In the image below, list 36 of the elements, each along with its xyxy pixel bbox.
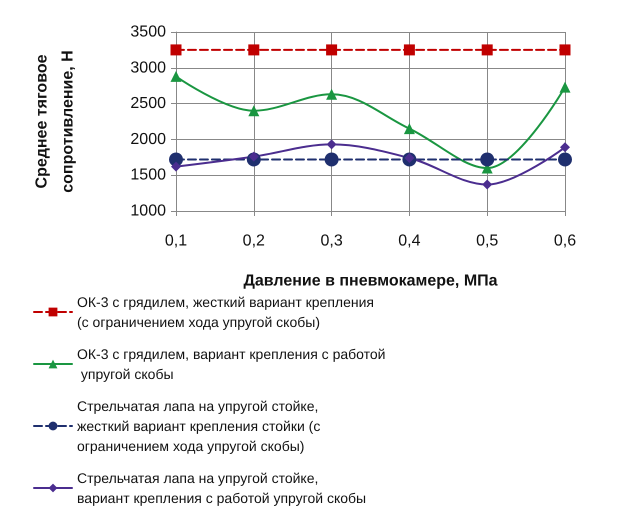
point [326,139,337,150]
legend-label: Стрельчатая лапа на упругой стойке, вариант крепления с работой упругой скобы [77,470,366,506]
y-axis-title: Среднее тяговое сопротивление, Н [34,50,76,193]
point [324,152,339,166]
point [482,180,492,190]
point [248,44,260,56]
x-axis-title: Давление в пневмокамере, МПа [243,272,498,290]
x-tick-label: 0,1 [164,232,188,250]
point [560,82,570,93]
y-tick-label: 2500 [130,95,166,112]
point [170,44,182,56]
y-tick-label: 3500 [130,24,166,40]
x-tick-label: 0,3 [320,232,343,250]
x-tick-label: 0,2 [242,232,266,250]
x-tick-label: 0,5 [476,232,498,250]
point [558,152,572,166]
x-tick-label: 0,4 [398,232,421,250]
legend-label: ОК-3 с грядилем, вариант крепления с работой упругой скобы [77,346,386,382]
point [170,70,182,82]
legend-label: ОК-3 с грядилем, жесткий вариант крепления (с ограничением хода упругой скобы) [77,294,378,330]
point [326,88,338,100]
point [248,105,260,116]
point [404,44,415,56]
y-tick-label: 3000 [130,59,166,76]
x-tick-label: 0,6 [554,232,576,250]
y-tick-label: 2000 [130,130,166,148]
point [560,142,570,152]
y-tick-label: 1000 [130,202,166,220]
point [404,123,415,134]
y-tick-label: 1500 [130,166,166,184]
point [480,152,494,166]
point [326,44,338,56]
legend-label: Стрельчатая лапа на упругой стойке, жесткий вариант крепления стойки (с ограничением хода упругой скобы) [77,398,324,454]
point [171,162,181,172]
point [482,44,493,56]
point [560,44,570,56]
